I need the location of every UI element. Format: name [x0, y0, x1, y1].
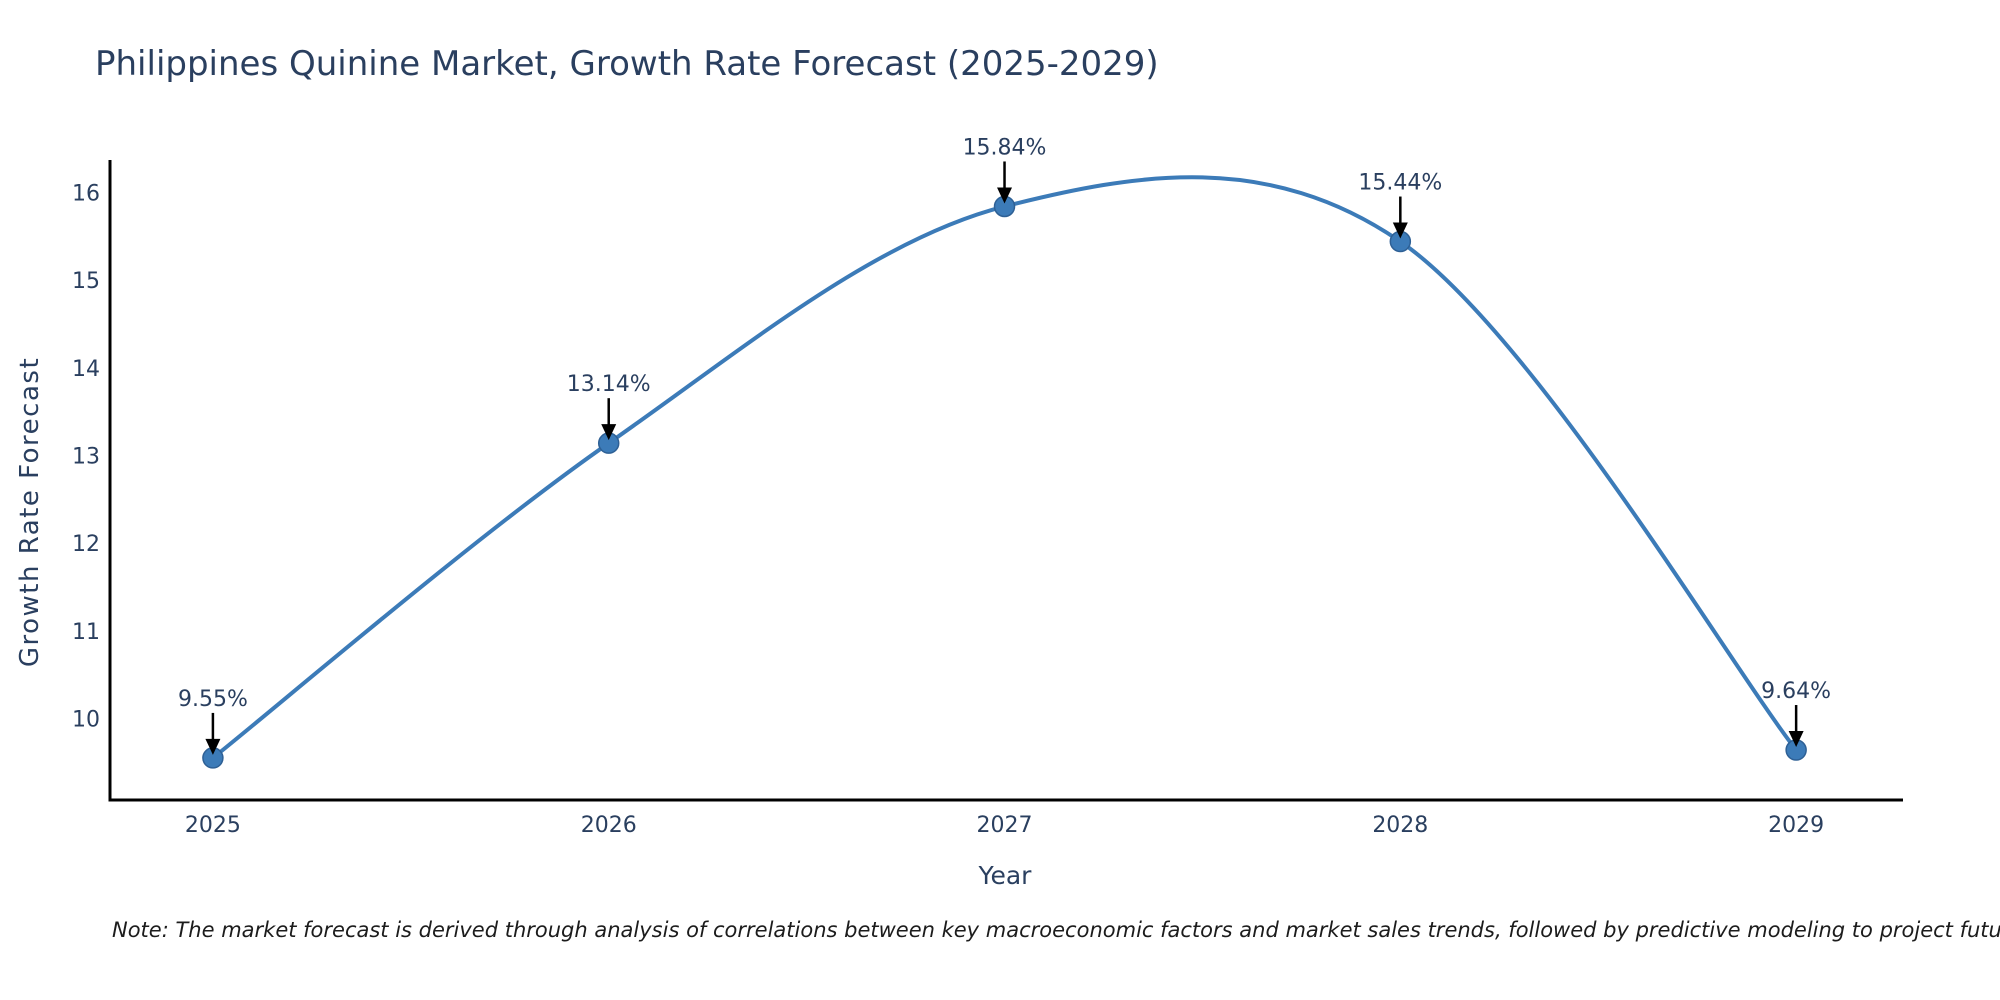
footnote: Note: The market forecast is derived thr… [112, 918, 2000, 942]
x-tick-label: 2025 [185, 813, 241, 838]
y-tick-label: 14 [72, 357, 100, 382]
point-annotation: 9.64% [1761, 679, 1831, 704]
x-axis-title: Year [978, 861, 1032, 890]
x-tick-label: 2026 [581, 813, 637, 838]
x-tick-label: 2028 [1372, 813, 1428, 838]
annotation-arrow-head [205, 738, 221, 755]
annotation-arrow-head [1788, 731, 1804, 748]
annotation-arrow-head [997, 187, 1013, 204]
forecast-line [210, 175, 1799, 760]
annotation-arrow-head [1392, 222, 1408, 239]
point-annotation: 15.44% [1358, 171, 1442, 196]
y-tick-label: 11 [72, 620, 100, 645]
point-annotation: 13.14% [567, 372, 651, 397]
y-tick-label: 13 [72, 444, 100, 469]
annotation-arrow-head [601, 424, 617, 441]
y-tick-label: 15 [72, 269, 100, 294]
point-annotation: 9.55% [178, 687, 248, 712]
x-tick-label: 2029 [1768, 813, 1824, 838]
x-tick-label: 2027 [977, 813, 1033, 838]
chart-title: Philippines Quinine Market, Growth Rate … [95, 44, 1159, 84]
y-tick-label: 10 [72, 707, 100, 732]
point-annotation: 15.84% [963, 135, 1047, 160]
y-tick-label: 12 [72, 532, 100, 557]
y-tick-label: 16 [72, 181, 100, 206]
